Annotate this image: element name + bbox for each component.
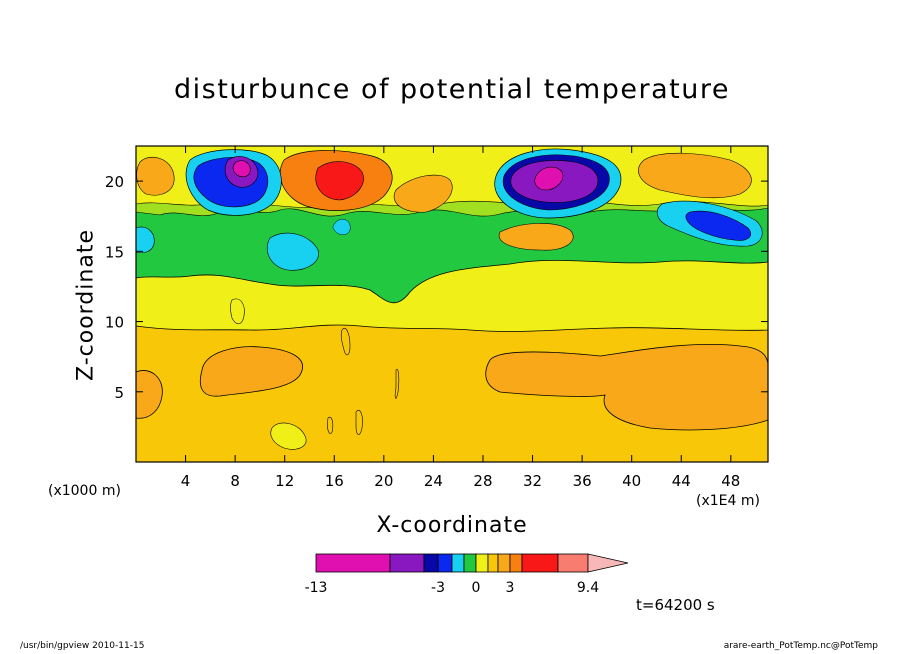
x-axis-label: X-coordinate — [376, 513, 528, 538]
x-tick-label: 16 — [325, 472, 344, 490]
x-tick-label: 40 — [622, 472, 641, 490]
x-tick-label: 48 — [721, 472, 740, 490]
chart-title: disturbunce of potential temperature — [174, 74, 730, 105]
warm-patch-low — [498, 223, 574, 251]
colorbar-swatch — [509, 553, 523, 573]
colorbar-swatch — [389, 553, 425, 573]
colorbar-swatch — [423, 553, 439, 573]
warm-patch-mid — [393, 174, 453, 213]
warm-patch-left — [136, 156, 175, 196]
y-tick-label: 10 — [105, 314, 124, 332]
footer-command: /usr/bin/gpview 2010-11-15 — [20, 641, 145, 651]
warm-patch-right — [638, 152, 752, 199]
colorbar-swatch — [463, 553, 477, 573]
colorbar-swatch — [557, 553, 589, 573]
plot-area — [136, 146, 768, 462]
colorbar-label: 0 — [472, 580, 481, 596]
plot-frame — [135, 145, 769, 463]
small-contours — [230, 298, 400, 435]
y-axis-unit: (x1000 m) — [48, 483, 121, 499]
cold-core-center-magenta — [534, 166, 564, 191]
colorbar-swatch — [475, 553, 489, 573]
colorbar-extend-arrow — [587, 553, 629, 573]
colorbar-label: 9.4 — [577, 580, 599, 596]
colorbar-label: 3 — [506, 580, 515, 596]
colorbar-swatch — [451, 553, 465, 573]
warm-lobe-east — [485, 343, 768, 431]
colorbar-swatch — [521, 553, 559, 573]
colorbar-label: -13 — [305, 580, 328, 596]
colorbar: -13 -3 0 3 9.4 — [305, 553, 629, 596]
x-tick-label: 12 — [275, 472, 294, 490]
x-tick-label: 28 — [473, 472, 492, 490]
cyan-dot-mid — [332, 219, 351, 235]
warm-core-red — [315, 161, 364, 201]
cyan-patch-leftedge — [136, 226, 155, 254]
warm-lobe-left-edge — [136, 370, 163, 419]
y-tick-label: 15 — [105, 243, 124, 261]
warm-lobe-west — [199, 346, 303, 397]
colorbar-swatch — [497, 553, 511, 573]
blue-patch-east — [685, 210, 752, 241]
x-axis-unit: (x1E4 m) — [696, 493, 760, 509]
x-tick-label: 8 — [230, 472, 240, 490]
x-tick-label: 36 — [573, 472, 592, 490]
colorbar-swatch — [437, 553, 453, 573]
x-tick-label: 44 — [672, 472, 691, 490]
y-tick-label: 20 — [105, 173, 124, 191]
x-tick-label: 4 — [181, 472, 191, 490]
colorbar-label: -3 — [431, 580, 445, 596]
time-label: t=64200 s — [636, 596, 715, 614]
x-tick-label: 20 — [374, 472, 393, 490]
x-tick-label: 24 — [424, 472, 443, 490]
cyan-patch-west — [266, 232, 319, 271]
colorbar-swatch — [315, 553, 391, 573]
colorbar-swatch — [487, 553, 499, 573]
low-yellow-patch — [270, 422, 307, 450]
footer-source: arare-earth_PotTemp.nc@PotTemp — [723, 641, 878, 651]
x-tick-label: 32 — [523, 472, 542, 490]
cold-core-west-magenta — [232, 160, 251, 178]
y-tick-label: 5 — [114, 384, 124, 402]
